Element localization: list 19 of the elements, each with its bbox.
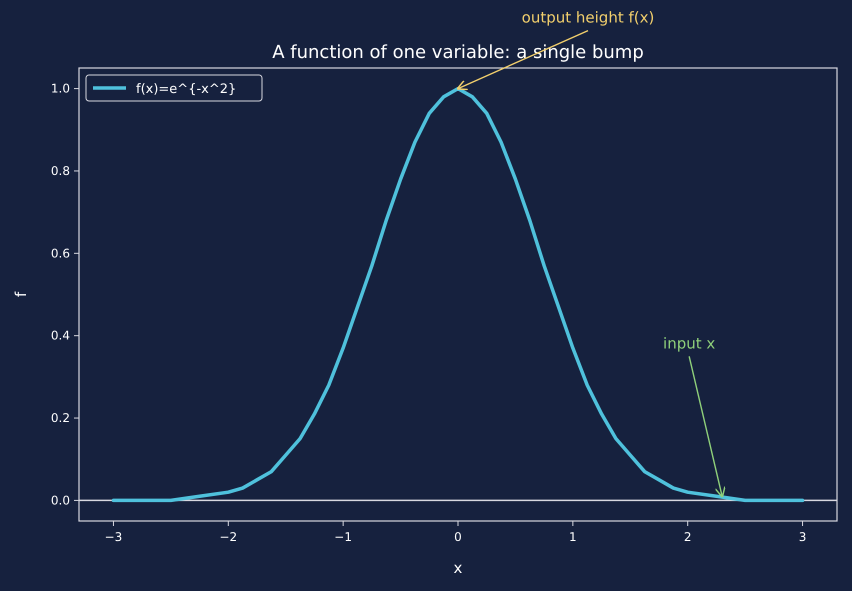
x-tick-label: −1 — [334, 530, 352, 544]
x-tick-label: 2 — [684, 530, 692, 544]
y-tick-label: 0.0 — [50, 493, 70, 508]
x-tick-label: −3 — [104, 530, 122, 544]
x-axis-title: x — [454, 559, 463, 577]
y-tick-label: 0.2 — [50, 411, 70, 426]
annotation: input x — [663, 334, 716, 352]
y-axis-title: f — [12, 291, 30, 298]
x-tick-label: 1 — [569, 530, 577, 544]
y-tick-label: 0.6 — [50, 246, 70, 260]
y-tick-label: 0.8 — [50, 164, 70, 178]
legend-label: f(x)=e^{-x^2} — [136, 82, 236, 97]
x-tick-label: 3 — [798, 530, 806, 544]
y-tick-label: 1.0 — [50, 82, 70, 96]
chart-title: A function of one variable: a single bump — [272, 42, 644, 63]
x-tick-label: −2 — [219, 530, 238, 544]
annotation: output height f(x) — [522, 8, 654, 27]
x-tick-label: 0 — [454, 530, 462, 544]
y-tick-label: 0.4 — [50, 328, 70, 343]
